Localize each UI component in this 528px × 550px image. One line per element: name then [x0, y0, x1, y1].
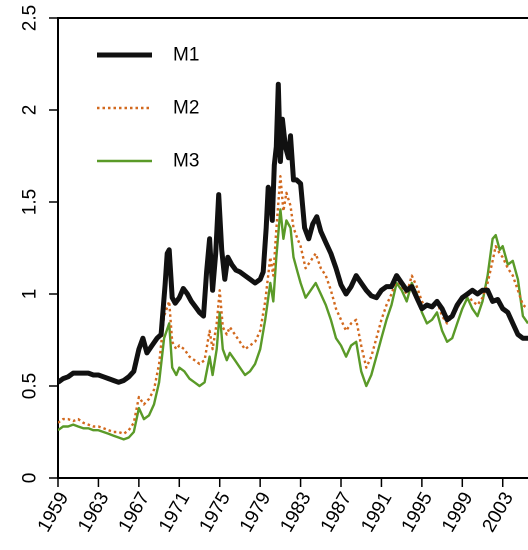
y-tick-label: 0 [20, 473, 41, 484]
x-tick-label: 1959 [34, 489, 73, 536]
legend-label-m3: M3 [173, 151, 199, 172]
plot-frame [57, 17, 528, 479]
series-layer [58, 81, 528, 441]
y-tick-label: 2 [20, 105, 41, 116]
y-tick-label: 1.5 [20, 189, 41, 215]
x-tick-label: 1995 [398, 489, 437, 536]
x-tick-label: 1983 [276, 489, 315, 536]
legend: M1 M2 M3 [97, 45, 199, 172]
x-tick-label: 1971 [155, 489, 194, 536]
x-tick-label: 1975 [195, 489, 234, 536]
series-line-m1 [58, 81, 528, 385]
series-line-m3 [58, 208, 528, 441]
x-tick-label: 1991 [357, 489, 396, 536]
x-tick-label: 1963 [74, 489, 113, 536]
y-tick-label: 2.5 [20, 5, 41, 31]
x-tick-label: 2003 [478, 489, 517, 536]
series-line-m2 [58, 174, 528, 435]
y-tick-label: 0.5 [20, 373, 41, 399]
x-tick-label: 1999 [438, 489, 477, 536]
legend-label-m2: M2 [173, 98, 199, 119]
legend-label-m1: M1 [173, 45, 199, 66]
x-tick-label: 1967 [115, 489, 154, 536]
x-tick-label: 1987 [317, 489, 356, 536]
x-tick-label: 1979 [236, 489, 275, 536]
y-tick-label: 1 [20, 289, 41, 300]
